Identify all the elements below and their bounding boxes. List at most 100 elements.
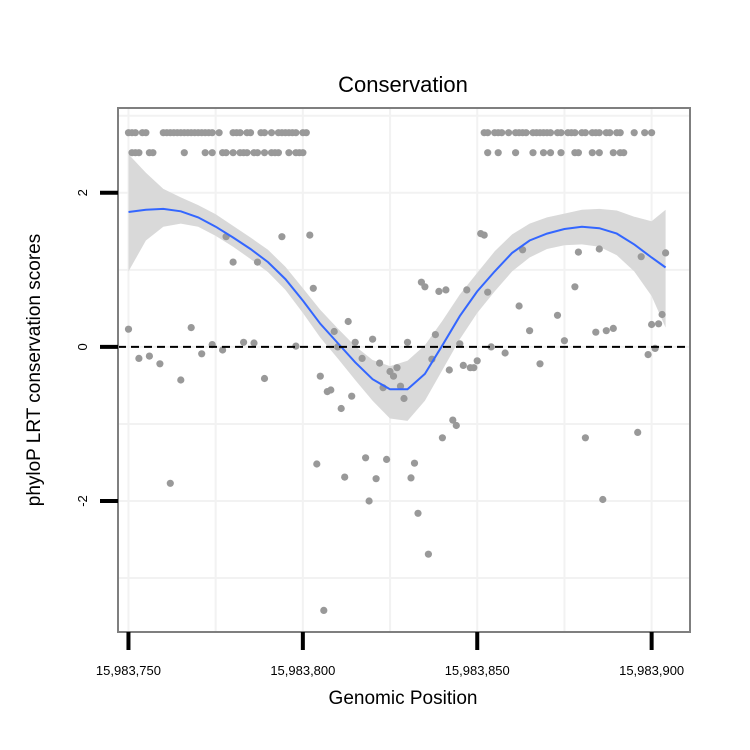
data-point [529, 149, 537, 157]
data-point [267, 129, 276, 137]
data-point [505, 129, 513, 137]
data-point [131, 129, 139, 137]
data-point [208, 149, 216, 157]
data-point [421, 283, 429, 291]
data-point [124, 325, 133, 333]
data-point [302, 129, 310, 137]
data-point [546, 149, 555, 157]
data-point [431, 331, 439, 339]
data-point [574, 248, 583, 256]
data-point [655, 320, 663, 328]
data-point [658, 310, 666, 319]
data-point [546, 129, 555, 137]
data-point [410, 459, 419, 467]
data-point [149, 149, 157, 157]
data-point [187, 324, 195, 332]
data-point [501, 349, 509, 357]
y-tick-label: 0 [75, 343, 90, 350]
data-point [487, 343, 495, 351]
data-point [630, 129, 638, 137]
data-point [376, 359, 384, 367]
data-point [616, 129, 624, 137]
data-point [557, 149, 565, 157]
x-tick-label: 15,983,850 [445, 663, 510, 678]
data-point [557, 129, 565, 137]
data-point [215, 129, 223, 137]
y-tick-label: -2 [75, 495, 90, 507]
data-point [480, 231, 488, 239]
data-point [526, 327, 534, 335]
data-point [330, 327, 338, 336]
data-point [442, 286, 450, 294]
data-point [407, 474, 415, 482]
data-point [403, 338, 412, 346]
data-point [383, 455, 391, 463]
data-point [609, 324, 617, 332]
data-point [250, 339, 258, 347]
data-point [396, 382, 405, 390]
data-point [240, 338, 248, 346]
data-point [166, 479, 174, 487]
data-point [177, 376, 185, 384]
data-point [648, 129, 656, 137]
data-point [609, 149, 617, 157]
plot-frame [117, 107, 691, 633]
data-point [278, 233, 286, 241]
data-point [393, 364, 401, 372]
y-axis-label: phyloP LRT conservation scores [24, 234, 45, 507]
data-points [124, 129, 670, 615]
data-point [320, 606, 328, 615]
data-point [648, 320, 656, 329]
x-axis-label: Genomic Position [329, 688, 478, 709]
data-point [362, 454, 370, 462]
data-point [595, 149, 603, 157]
data-point [351, 338, 359, 346]
data-point [348, 392, 356, 400]
data-point [574, 149, 583, 157]
data-point [292, 129, 300, 137]
data-point [463, 286, 471, 294]
data-point [644, 351, 652, 359]
data-point [243, 149, 251, 157]
y-tick-label: 2 [75, 189, 90, 196]
data-point [470, 364, 478, 372]
data-point [522, 129, 530, 137]
data-point [473, 357, 481, 365]
data-point [246, 129, 255, 137]
data-point [662, 249, 670, 257]
data-point [511, 149, 520, 157]
data-point [637, 253, 645, 261]
data-point [595, 245, 603, 253]
data-point [208, 129, 216, 137]
data-point [515, 302, 523, 310]
data-point [459, 361, 467, 369]
data-point [494, 149, 502, 157]
data-point [327, 386, 335, 394]
data-point [595, 129, 603, 137]
y-axis: -2 0 2 [75, 189, 118, 507]
data-point [599, 495, 607, 504]
chart-title: Conservation [338, 72, 468, 97]
data-point [400, 394, 408, 403]
data-point [560, 337, 569, 345]
data-point [180, 149, 188, 157]
data-point [260, 149, 269, 157]
data-point [292, 342, 300, 350]
data-point [641, 129, 649, 137]
data-point [365, 497, 373, 505]
data-point [389, 372, 398, 380]
data-point [219, 346, 227, 354]
data-point [358, 354, 366, 362]
data-point [571, 129, 579, 137]
data-point [539, 149, 548, 157]
data-point [651, 344, 659, 352]
x-tick-label: 15,983,900 [619, 663, 684, 678]
data-point [498, 129, 506, 137]
data-point [588, 149, 596, 157]
data-point [452, 421, 460, 430]
data-point [571, 283, 579, 291]
data-point [438, 434, 446, 442]
data-point [260, 129, 269, 137]
data-point [456, 340, 464, 348]
